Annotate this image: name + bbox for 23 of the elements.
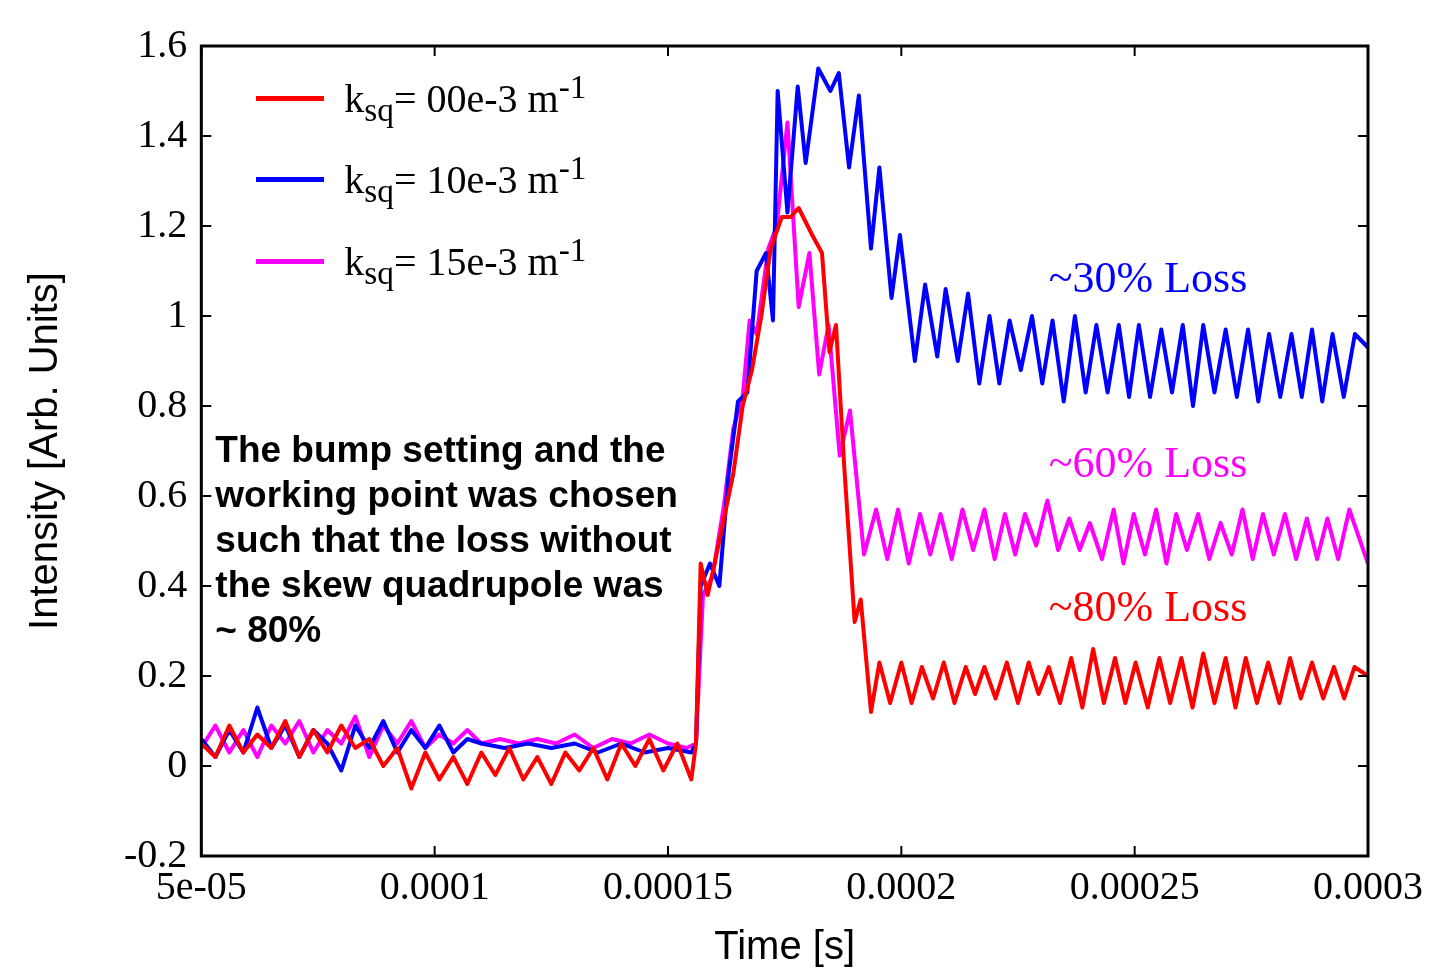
x-tick-label: 0.0003 [1313, 862, 1423, 908]
x-axis-title: Time [s] [714, 923, 856, 968]
legend-label: k$_{sq}$= 15e-3 m$^{-1}$ [344, 229, 587, 293]
y-tick-label: 1.4 [137, 110, 188, 156]
legend-label: k$_{sq}$= 00e-3 m$^{-1}$ [344, 67, 587, 131]
y-tick-label: 0 [167, 740, 188, 786]
y-tick-label: 0.8 [137, 380, 188, 426]
y-tick-label: 0.2 [137, 650, 188, 696]
y-axis-title: Intensity [Arb. Units] [21, 272, 66, 630]
annotation: ~80% Loss [1048, 580, 1248, 631]
x-tick-label: 0.0002 [846, 862, 957, 908]
x-tick-label: 0.0001 [379, 862, 490, 908]
y-tick-label: 1.6 [137, 20, 188, 66]
annotation: ~60% Loss [1048, 436, 1248, 487]
y-tick-label: 1.2 [137, 200, 188, 246]
x-tick-label: 0.00015 [602, 862, 733, 908]
y-tick-label: 0.6 [137, 470, 188, 516]
legend-label: k$_{sq}$= 10e-3 m$^{-1}$ [344, 148, 587, 212]
x-tick-label: 0.00025 [1069, 862, 1200, 908]
annotation: The bump setting and the working point was chosen such that the loss without the skew quadrupole was ~ 80% [215, 427, 679, 652]
y-tick-label: 1 [167, 290, 188, 336]
annotation: ~30% Loss [1048, 251, 1248, 303]
y-tick-label: 0.4 [137, 560, 188, 606]
